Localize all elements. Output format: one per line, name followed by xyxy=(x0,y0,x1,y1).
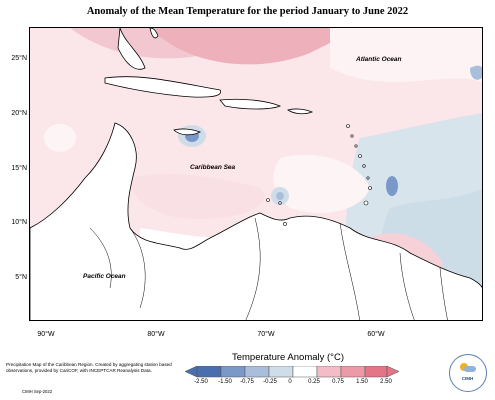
temperature-anomaly-map xyxy=(29,27,483,321)
colorbar-segment xyxy=(386,366,399,378)
colorbar-tick: 0.25 xyxy=(308,379,320,385)
map-credit: CIMH Sep-2022 xyxy=(22,389,53,394)
colorbar-tick: 0 xyxy=(288,379,292,385)
colorbar-tick: 2.50 xyxy=(380,379,392,385)
colorbar-segment xyxy=(316,366,342,378)
lon-label-90w: 90°W xyxy=(37,331,55,338)
temperature-colorbar xyxy=(185,366,399,378)
lat-label-25n: 25°N xyxy=(11,55,27,62)
lon-label-80w: 80°W xyxy=(147,331,165,338)
caribbean-sea-label: Caribbean Sea xyxy=(190,164,236,171)
map-footnote: Precipitation Map of the Caribbean Regio… xyxy=(6,362,172,373)
map-canvas xyxy=(30,28,482,320)
atlantic-ocean-label: Atlantic Ocean xyxy=(356,56,402,63)
pacific-ocean-label: Pacific Ocean xyxy=(83,273,126,280)
logo-text: CIMH xyxy=(461,376,474,381)
lat-label-15n: 15°N xyxy=(11,165,27,172)
lon-label-60w: 60°W xyxy=(367,331,385,338)
lat-label-5n: 5°N xyxy=(15,274,27,281)
colorbar-tick: -2.50 xyxy=(194,379,208,385)
lon-label-70w: 70°W xyxy=(257,331,275,338)
colorbar-segment xyxy=(292,366,318,378)
colorbar-segment xyxy=(268,366,294,378)
colorbar-tick: -0.75 xyxy=(240,379,254,385)
colorbar-segment xyxy=(244,366,270,378)
cloud-icon xyxy=(464,366,476,372)
colorbar-segment xyxy=(196,366,222,378)
colorbar-tick: -0.25 xyxy=(263,379,277,385)
map-title: Anomaly of the Mean Temperature for the … xyxy=(86,6,409,17)
colorbar-tick: 1.50 xyxy=(356,379,368,385)
legend-title: Temperature Anomaly (°C) xyxy=(231,352,345,363)
lat-label-20n: 20°N xyxy=(11,110,27,117)
colorbar-segment xyxy=(185,366,198,378)
colorbar-segment xyxy=(364,366,388,378)
colorbar-segment xyxy=(340,366,366,378)
colorbar-tick: 0.75 xyxy=(332,379,344,385)
colorbar-tick: -1.50 xyxy=(218,379,232,385)
cimh-logo: CIMH xyxy=(449,354,487,392)
colorbar-segment xyxy=(220,366,246,378)
lat-label-10n: 10°N xyxy=(11,219,27,226)
